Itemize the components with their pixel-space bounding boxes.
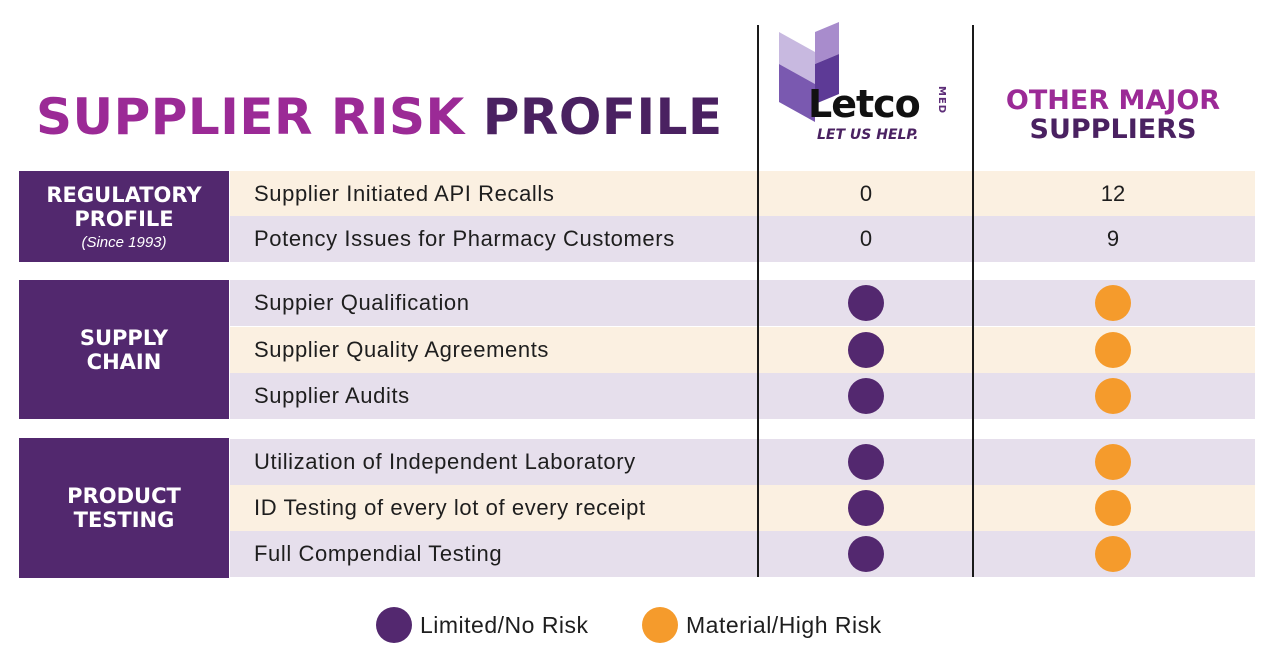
table-row: Supplier Audits — [230, 373, 1255, 419]
other-header-line1: OTHER MAJOR — [1005, 85, 1221, 116]
group-sublabel: (Since 1993) — [81, 233, 167, 251]
group-label-line: PROFILE — [74, 206, 174, 231]
row-label: Supplier Initiated API Recalls — [254, 181, 555, 206]
group-product-testing: PRODUCT TESTING — [19, 438, 229, 578]
purple-dot-icon — [376, 607, 412, 643]
other-header-line2: SUPPLIERS — [1029, 114, 1197, 145]
letco-med-mark: MED — [936, 86, 947, 115]
legend-label: Limited/No Risk — [420, 611, 589, 638]
table-row: Potency Issues for Pharmacy Customers 0 … — [230, 216, 1255, 262]
orange-dot-icon — [642, 607, 678, 643]
group-label-line: TESTING — [73, 508, 175, 532]
table-row: Supplier Quality Agreements — [230, 327, 1255, 373]
title-part-profile: PROFILE — [482, 88, 723, 146]
other-value: 12 — [1100, 181, 1126, 206]
table-row: Full Compendial Testing — [230, 531, 1255, 577]
letco-value: 0 — [859, 181, 873, 206]
other-value: 9 — [1106, 226, 1120, 251]
purple-dot-icon — [848, 536, 884, 572]
row-label: Suppier Qualification — [254, 290, 470, 315]
row-label: Supplier Quality Agreements — [254, 337, 550, 362]
legend-limited-risk: Limited/No Risk — [376, 606, 589, 644]
orange-dot-icon — [1095, 490, 1131, 526]
purple-dot-icon — [848, 378, 884, 414]
legend-material-risk: Material/High Risk — [642, 606, 882, 644]
row-label: Full Compendial Testing — [254, 541, 503, 566]
purple-dot-icon — [848, 490, 884, 526]
row-label: Potency Issues for Pharmacy Customers — [254, 226, 675, 251]
orange-dot-icon — [1095, 285, 1131, 321]
table-row: Utilization of Independent Laboratory — [230, 439, 1255, 485]
letco-tagline: LET US HELP. — [817, 127, 919, 143]
row-label: Utilization of Independent Laboratory — [254, 449, 636, 474]
orange-dot-icon — [1095, 378, 1131, 414]
group-label-line: PRODUCT — [67, 484, 181, 508]
letco-logo-icon — [779, 22, 839, 122]
row-label: ID Testing of every lot of every receipt — [254, 495, 646, 520]
other-suppliers-header: OTHER MAJOR SUPPLIERS — [980, 86, 1246, 144]
group-label-line: CHAIN — [86, 349, 162, 374]
orange-dot-icon — [1095, 536, 1131, 572]
orange-dot-icon — [1095, 444, 1131, 480]
column-divider-left — [757, 25, 759, 577]
group-supply-chain: SUPPLY CHAIN — [19, 280, 229, 419]
table-row: Supplier Initiated API Recalls 0 12 — [230, 171, 1255, 217]
purple-dot-icon — [848, 444, 884, 480]
group-label-line: SUPPLY — [79, 325, 169, 350]
purple-dot-icon — [848, 332, 884, 368]
table-row: Suppier Qualification — [230, 280, 1255, 326]
letco-value: 0 — [859, 226, 873, 251]
legend-label: Material/High Risk — [686, 611, 882, 638]
group-regulatory-profile: REGULATORY PROFILE (Since 1993) — [19, 171, 229, 262]
letco-wordmark: Letco — [808, 82, 921, 126]
table-row: ID Testing of every lot of every receipt — [230, 485, 1255, 531]
title-part-supplier-risk: SUPPLIER RISK — [36, 88, 483, 146]
column-divider-right — [972, 25, 974, 577]
page-title: SUPPLIER RISK PROFILE — [36, 82, 723, 152]
group-label-line: REGULATORY — [46, 182, 202, 207]
purple-dot-icon — [848, 285, 884, 321]
row-label: Supplier Audits — [254, 383, 410, 408]
orange-dot-icon — [1095, 332, 1131, 368]
